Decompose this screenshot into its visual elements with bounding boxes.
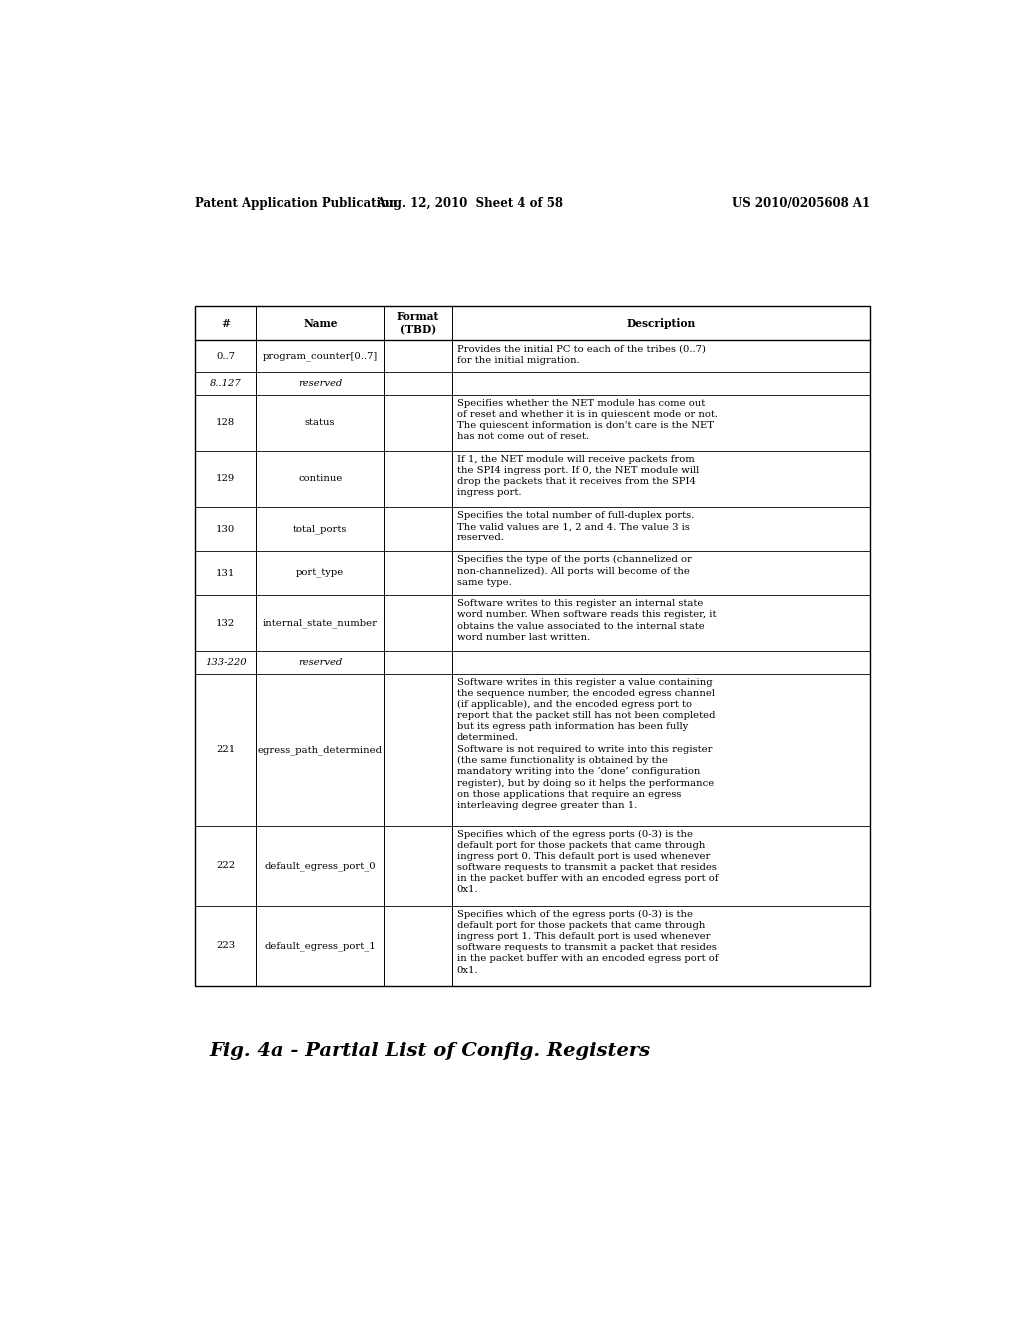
Text: #: # xyxy=(221,318,230,329)
Text: egress_path_determined: egress_path_determined xyxy=(258,744,383,755)
Text: Specifies the total number of full-duplex ports.
The valid values are 1, 2 and 4: Specifies the total number of full-duple… xyxy=(457,511,694,543)
Text: Specifies which of the egress ports (0-3) is the
default port for those packets : Specifies which of the egress ports (0-3… xyxy=(457,830,718,895)
Bar xyxy=(196,306,870,986)
Text: 133-220: 133-220 xyxy=(205,659,247,667)
Text: Fig. 4a - Partial List of Config. Registers: Fig. 4a - Partial List of Config. Regist… xyxy=(209,1041,650,1060)
Text: reserved: reserved xyxy=(298,379,342,388)
Text: US 2010/0205608 A1: US 2010/0205608 A1 xyxy=(732,197,870,210)
Text: 8..127: 8..127 xyxy=(210,379,242,388)
Text: reserved: reserved xyxy=(298,659,342,667)
Text: 132: 132 xyxy=(216,619,236,628)
Text: Description: Description xyxy=(627,318,695,329)
Text: total_ports: total_ports xyxy=(293,524,347,533)
Text: port_type: port_type xyxy=(296,569,344,578)
Text: Software writes in this register a value containing
the sequence number, the enc: Software writes in this register a value… xyxy=(457,677,715,809)
Text: Provides the initial PC to each of the tribes (0..7)
for the initial migration.: Provides the initial PC to each of the t… xyxy=(457,345,706,364)
Text: Specifies whether the NET module has come out
of reset and whether it is in quie: Specifies whether the NET module has com… xyxy=(457,399,718,441)
Text: program_counter[0..7]: program_counter[0..7] xyxy=(262,351,378,362)
Text: Patent Application Publication: Patent Application Publication xyxy=(196,197,398,210)
Text: Aug. 12, 2010  Sheet 4 of 58: Aug. 12, 2010 Sheet 4 of 58 xyxy=(376,197,563,210)
Text: default_egress_port_0: default_egress_port_0 xyxy=(264,861,376,871)
Text: Specifies the type of the ports (channelized or
non-channelized). All ports will: Specifies the type of the ports (channel… xyxy=(457,556,691,586)
Text: default_egress_port_1: default_egress_port_1 xyxy=(264,941,376,950)
Text: status: status xyxy=(305,418,336,428)
Text: 131: 131 xyxy=(216,569,236,578)
Text: 221: 221 xyxy=(216,746,236,754)
Text: 128: 128 xyxy=(216,418,236,428)
Text: 223: 223 xyxy=(216,941,236,950)
Text: If 1, the NET module will receive packets from
the SPI4 ingress port. If 0, the : If 1, the NET module will receive packet… xyxy=(457,455,698,498)
Text: 0..7: 0..7 xyxy=(216,352,236,360)
Text: continue: continue xyxy=(298,474,342,483)
Text: Software writes to this register an internal state
word number. When software re: Software writes to this register an inte… xyxy=(457,599,716,642)
Text: 129: 129 xyxy=(216,474,236,483)
Text: Name: Name xyxy=(303,318,338,329)
Text: Specifies which of the egress ports (0-3) is the
default port for those packets : Specifies which of the egress ports (0-3… xyxy=(457,909,718,974)
Text: internal_state_number: internal_state_number xyxy=(263,619,378,628)
Text: Format
(TBD): Format (TBD) xyxy=(397,312,439,335)
Text: 130: 130 xyxy=(216,524,236,533)
Text: 222: 222 xyxy=(216,862,236,870)
